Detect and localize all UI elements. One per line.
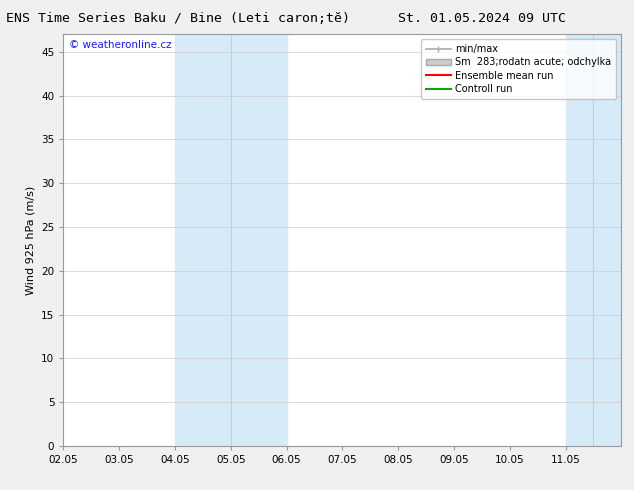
Text: © weatheronline.cz: © weatheronline.cz (69, 41, 172, 50)
Bar (175, 34, 287, 446)
Text: St. 01.05.2024 09 UTC: St. 01.05.2024 09 UTC (398, 12, 566, 25)
Legend: min/max, Sm  283;rodatn acute; odchylka, Ensemble mean run, Controll run: min/max, Sm 283;rodatn acute; odchylka, … (422, 39, 616, 99)
Y-axis label: Wind 925 hPa (m/s): Wind 925 hPa (m/s) (25, 186, 36, 294)
Text: ENS Time Series Baku / Bine (Leti caron;tĕ): ENS Time Series Baku / Bine (Leti caron;… (6, 12, 349, 25)
Bar (566, 34, 621, 446)
